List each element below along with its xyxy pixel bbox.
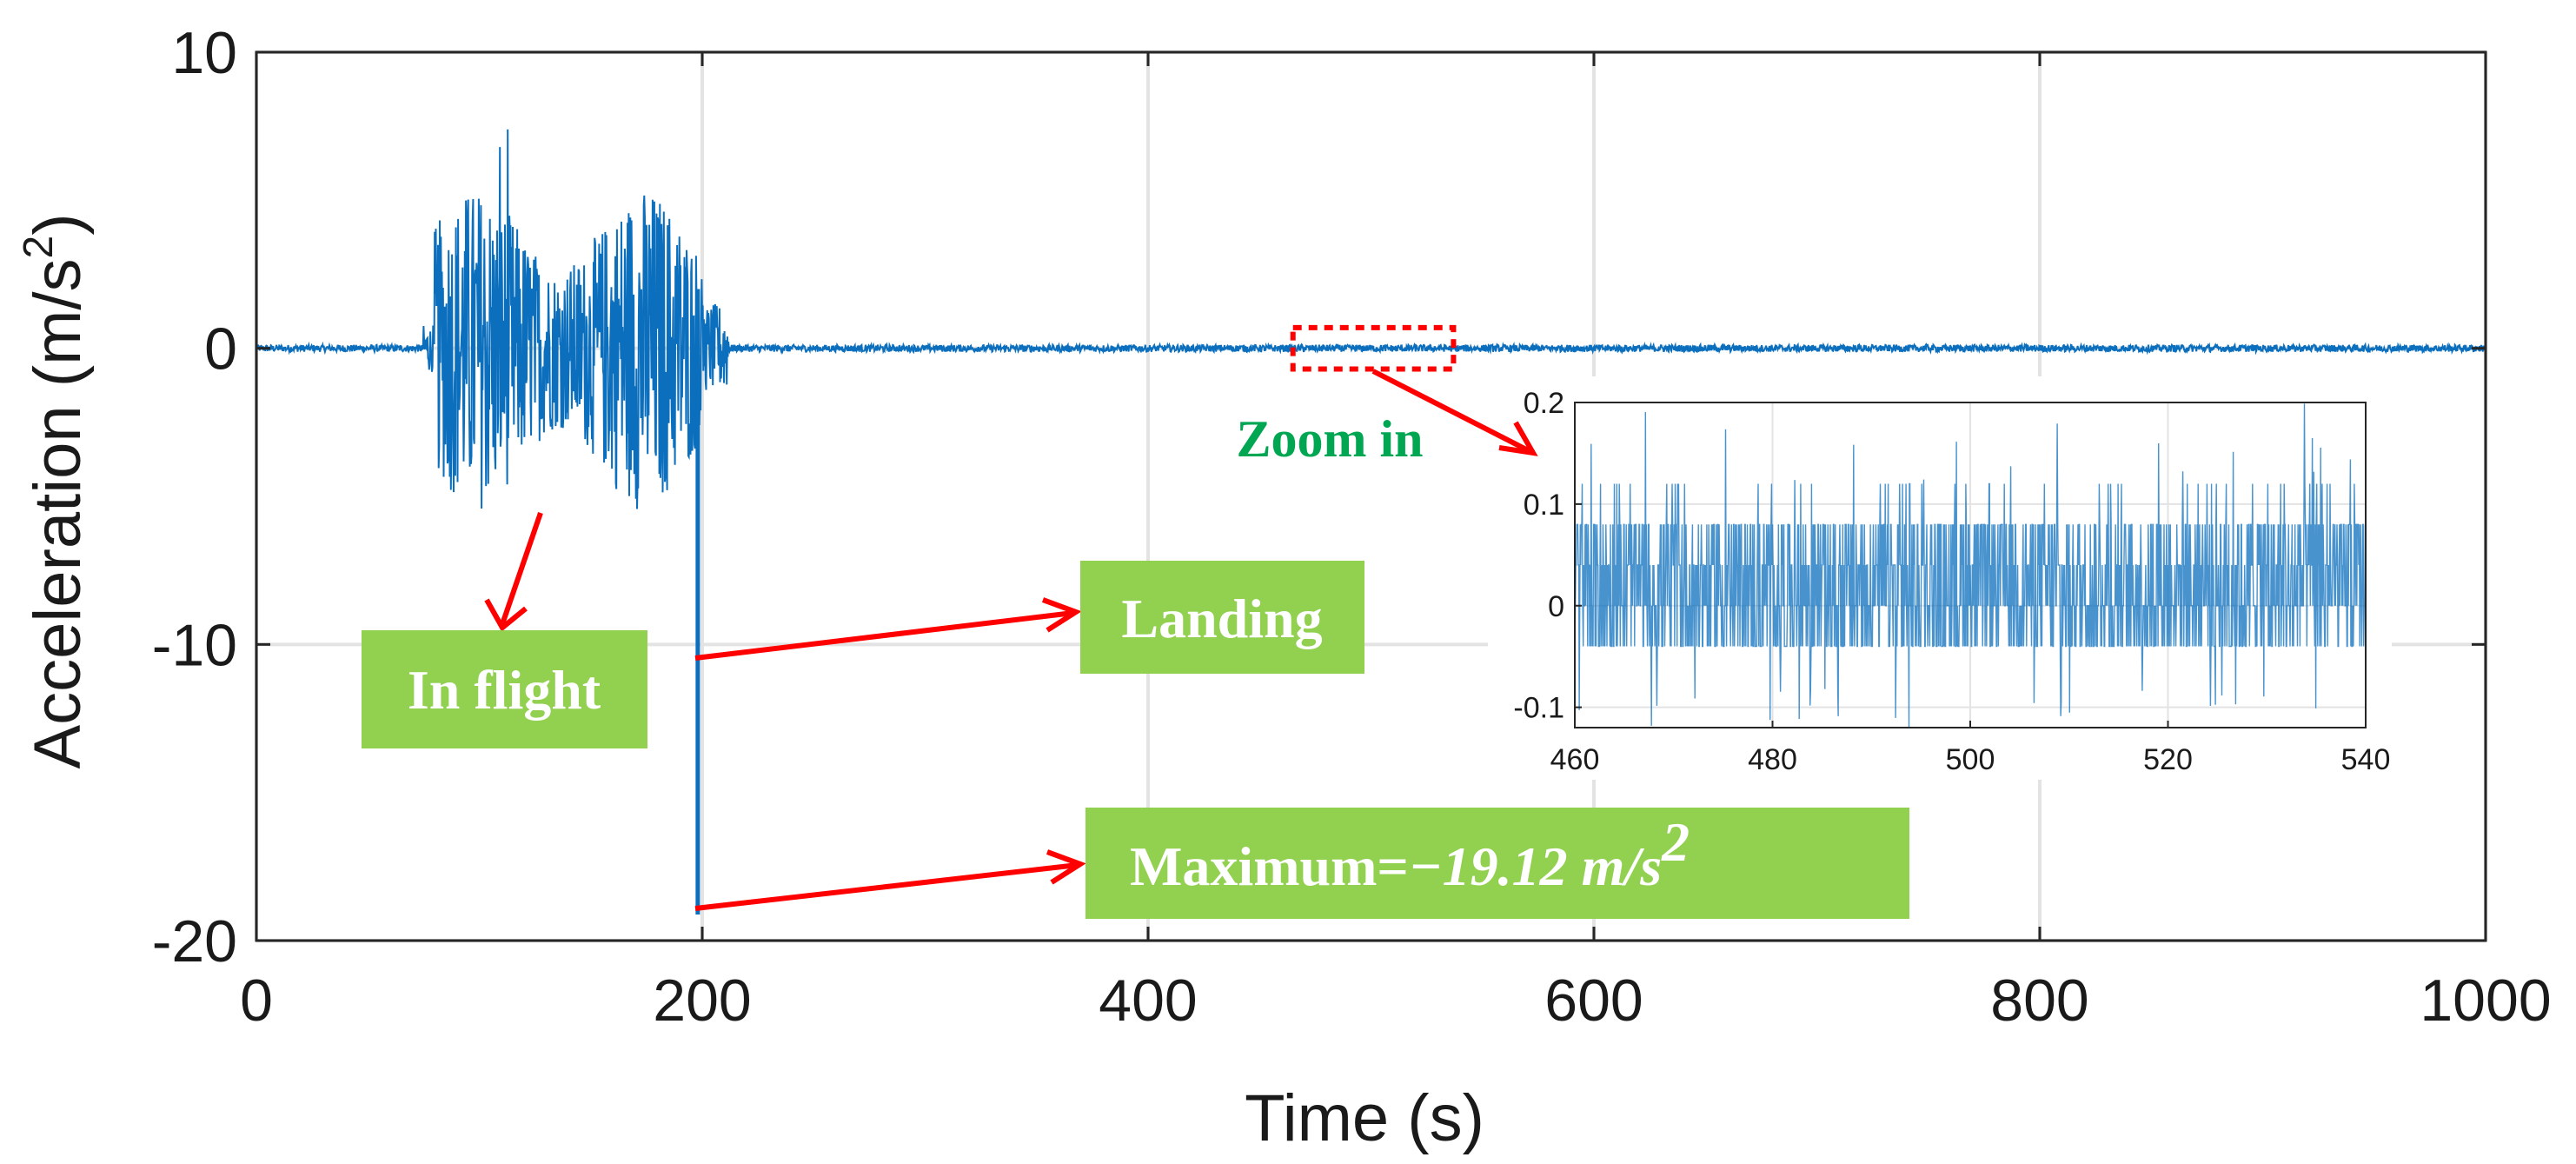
inset-series-line	[1574, 403, 2367, 728]
y-axis-ticks: -20 -10 0 10	[152, 20, 2486, 974]
y-tick-label: 10	[171, 20, 237, 86]
zoom-region-marker	[1290, 324, 1457, 372]
inset-x-tick-label: 520	[2143, 743, 2193, 776]
series-acceleration	[256, 129, 2486, 915]
x-tick-label: 400	[1099, 968, 1197, 1034]
zoom-in-label: Zoom in	[1236, 410, 1423, 468]
y-tick-label: -20	[152, 908, 237, 974]
x-tick-label: 600	[1544, 968, 1643, 1034]
landing-arrowhead	[1041, 597, 1082, 633]
zoom-arrow	[1371, 369, 1533, 455]
maximum-arrow	[694, 862, 1079, 911]
maximum-box	[1086, 808, 1909, 919]
inset-y-ticks: -0.1 0 0.1 0.2	[1513, 387, 1582, 725]
inset-x-tick-label: 460	[1550, 743, 1600, 776]
zoom-arrowhead	[1498, 421, 1538, 456]
in-flight-arrow	[500, 512, 543, 625]
x-tick-label: 0	[240, 968, 273, 1034]
landing-label: Landing	[1121, 588, 1322, 649]
maximum-prefix: Maximum=	[1130, 835, 1409, 897]
maximum-superscript: 2	[1661, 811, 1690, 873]
series-line	[256, 129, 2486, 509]
x-axis-ticks: 0 200 400 600 800 1000	[240, 52, 2552, 1034]
maximum-arrowhead	[1046, 849, 1086, 885]
x-tick-label: 200	[653, 968, 751, 1034]
maximum-label: Maximum=−19.12 m/s2	[1130, 811, 1690, 897]
in-flight-annotation: In flight	[362, 630, 647, 748]
x-tick-label: 800	[1990, 968, 2088, 1034]
landing-box	[1080, 561, 1364, 674]
landing-arrow	[694, 610, 1074, 661]
in-flight-arrowhead	[484, 598, 528, 632]
maximum-annotation: Maximum=−19.12 m/s2	[1086, 808, 1909, 919]
inset-series	[1574, 403, 2367, 728]
inset-x-tick-label: 480	[1748, 743, 1797, 776]
inset-x-ticks: 460 480 500 520 540	[1550, 721, 2391, 776]
maximum-spacer	[1568, 835, 1582, 897]
inset-plot: 460 480 500 520 540 -0.1 0 0.1 0.2	[1488, 376, 2392, 780]
y-tick-label: 0	[204, 316, 237, 382]
inset-y-tick-label: 0.1	[1524, 489, 1564, 522]
inset-y-tick-label: -0.1	[1513, 692, 1564, 725]
inset-x-tick-label: 540	[2341, 743, 2391, 776]
y-axis-label-main: Acceleration (m/s	[21, 258, 95, 768]
in-flight-box	[362, 630, 647, 748]
x-tick-label: 1000	[2420, 968, 2551, 1034]
annotation-arrows	[484, 369, 1538, 911]
landing-annotation: Landing	[1080, 561, 1364, 674]
y-axis-label-close: )	[21, 213, 95, 235]
y-axis-label-superscript: 2	[16, 236, 62, 259]
maximum-unit: m/s	[1582, 835, 1662, 897]
x-axis-label: Time (s)	[1245, 1081, 1484, 1155]
y-tick-label: -10	[152, 612, 237, 678]
maximum-value: −19.12	[1409, 835, 1568, 897]
inset-y-tick-label: 0	[1548, 590, 1564, 623]
plot-frame	[255, 50, 2487, 942]
inset-x-tick-label: 500	[1946, 743, 1995, 776]
inset-y-tick-label: 0.2	[1524, 387, 1564, 420]
y-axis-label: Acceleration (m/s2)	[16, 213, 95, 768]
in-flight-label: In flight	[408, 659, 601, 721]
